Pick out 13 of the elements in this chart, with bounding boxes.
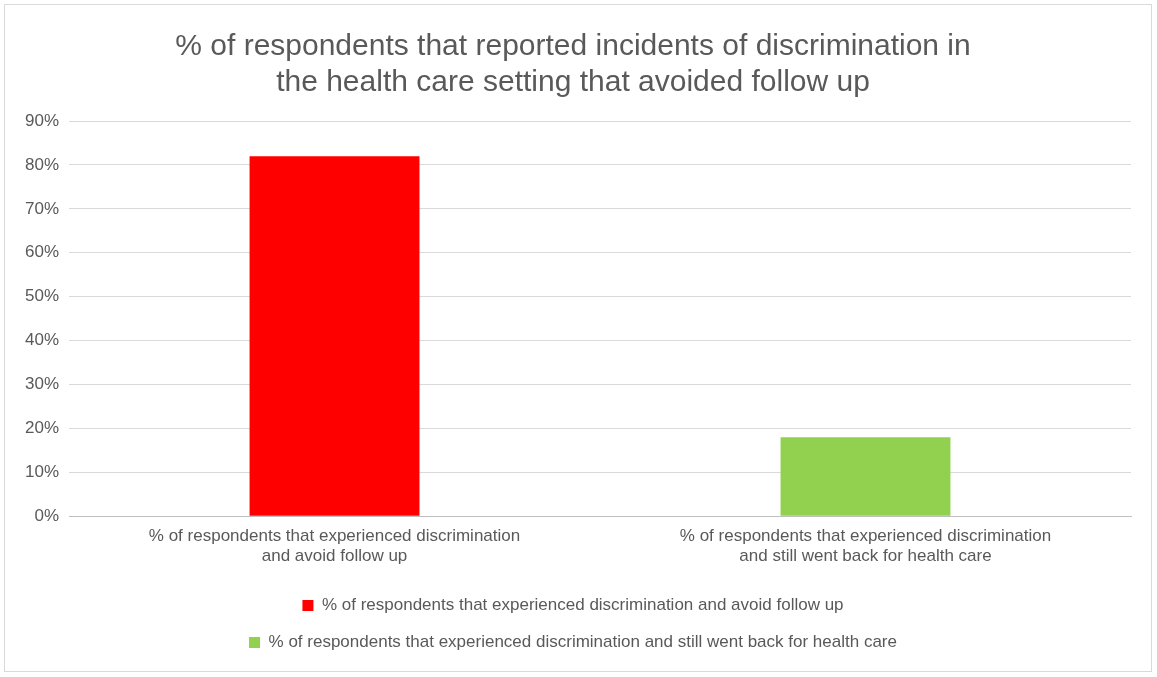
legend-label: % of respondents that experienced discrimination and avoid follow up — [321, 595, 844, 615]
y-tick-label: 40% — [24, 330, 60, 350]
y-tick-label: 80% — [24, 154, 60, 174]
y-tick-label: 0% — [34, 505, 60, 525]
y-tick-label: 90% — [24, 110, 60, 130]
y-tick-label: 50% — [24, 286, 60, 306]
y-tick-label: 10% — [24, 461, 60, 481]
chart-title: % of respondents that reported incidents of discrimination in the health care setting that avoided follow up — [175, 28, 971, 98]
y-tick-label: 70% — [24, 198, 60, 218]
y-tick-label: 20% — [24, 418, 60, 438]
y-tick-label: 60% — [24, 242, 60, 262]
legend-label: % of respondents that experienced discrimination and still went back for health care — [268, 632, 897, 652]
y-tick-label: 30% — [24, 374, 60, 394]
